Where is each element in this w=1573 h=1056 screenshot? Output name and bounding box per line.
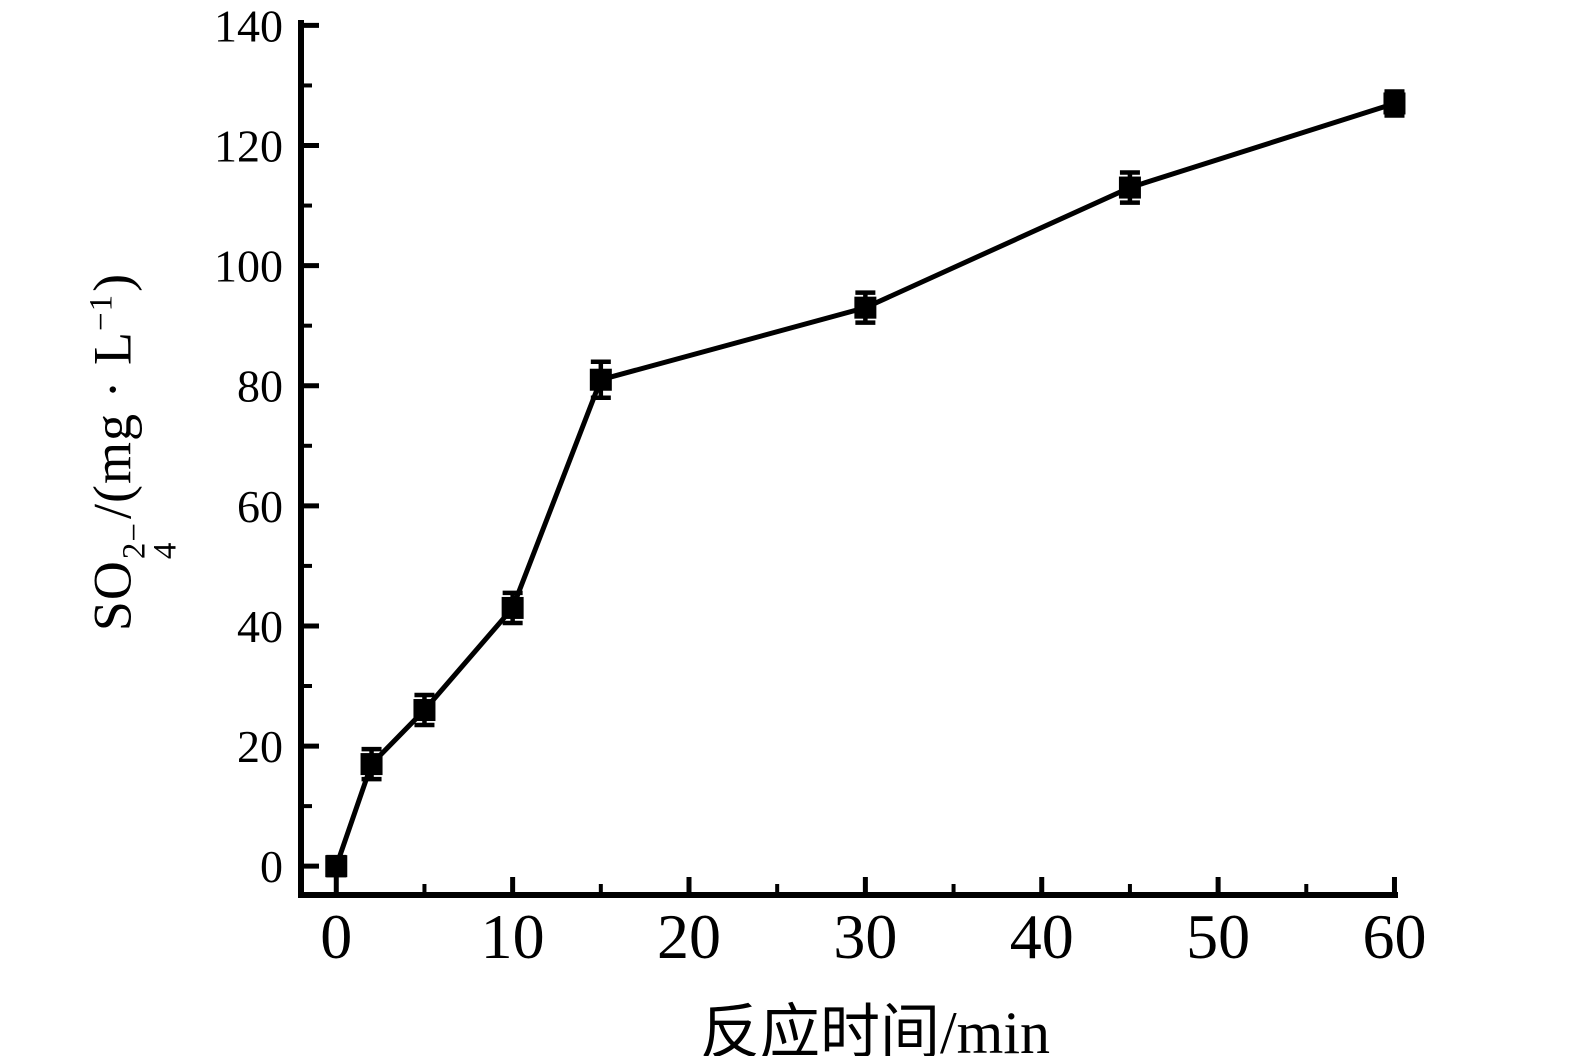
y-tick-label: 40	[237, 601, 283, 652]
y-tick-label: 80	[237, 361, 283, 412]
data-point-marker	[501, 596, 524, 619]
data-point-marker	[325, 855, 348, 878]
x-tick-label: 60	[1362, 901, 1426, 972]
y-axis-title-exponent: −1	[83, 293, 120, 331]
y-tick-label: 100	[214, 241, 283, 292]
x-axis-title: 反应时间/min	[699, 1000, 1051, 1056]
x-tick-label: 0	[320, 901, 352, 972]
y-axis-title-base: SO	[82, 560, 143, 632]
y-tick-label: 140	[214, 0, 283, 51]
y-tick-label: 0	[260, 841, 283, 892]
x-tick-label: 40	[1010, 901, 1074, 972]
x-tick-label: 30	[833, 901, 897, 972]
y-tick-label: 20	[237, 721, 283, 772]
data-line	[333, 101, 1396, 867]
y-axis-title-mid: /(mg · L	[82, 330, 143, 519]
data-point-marker	[1383, 92, 1406, 115]
x-tick-label: 10	[481, 901, 545, 972]
data-point-marker	[589, 368, 612, 391]
y-tick-label: 60	[237, 481, 283, 532]
data-point-marker	[360, 753, 383, 776]
y-tick-label: 120	[214, 121, 283, 172]
data-point-marker	[854, 296, 877, 319]
x-tick-label: 20	[657, 901, 721, 972]
y-axis-title-subsup: 2− 4	[116, 521, 184, 560]
y-axis-title-subscript: 4	[148, 541, 184, 560]
data-point-marker	[413, 699, 436, 722]
data-point-marker	[1118, 176, 1141, 199]
y-axis-title-superscript: 2−	[116, 521, 153, 560]
x-tick-label: 50	[1186, 901, 1250, 972]
y-axis-title-end: )	[82, 272, 143, 292]
y-axis-title: SO 2− 4/(mg · L−1)	[82, 272, 184, 632]
